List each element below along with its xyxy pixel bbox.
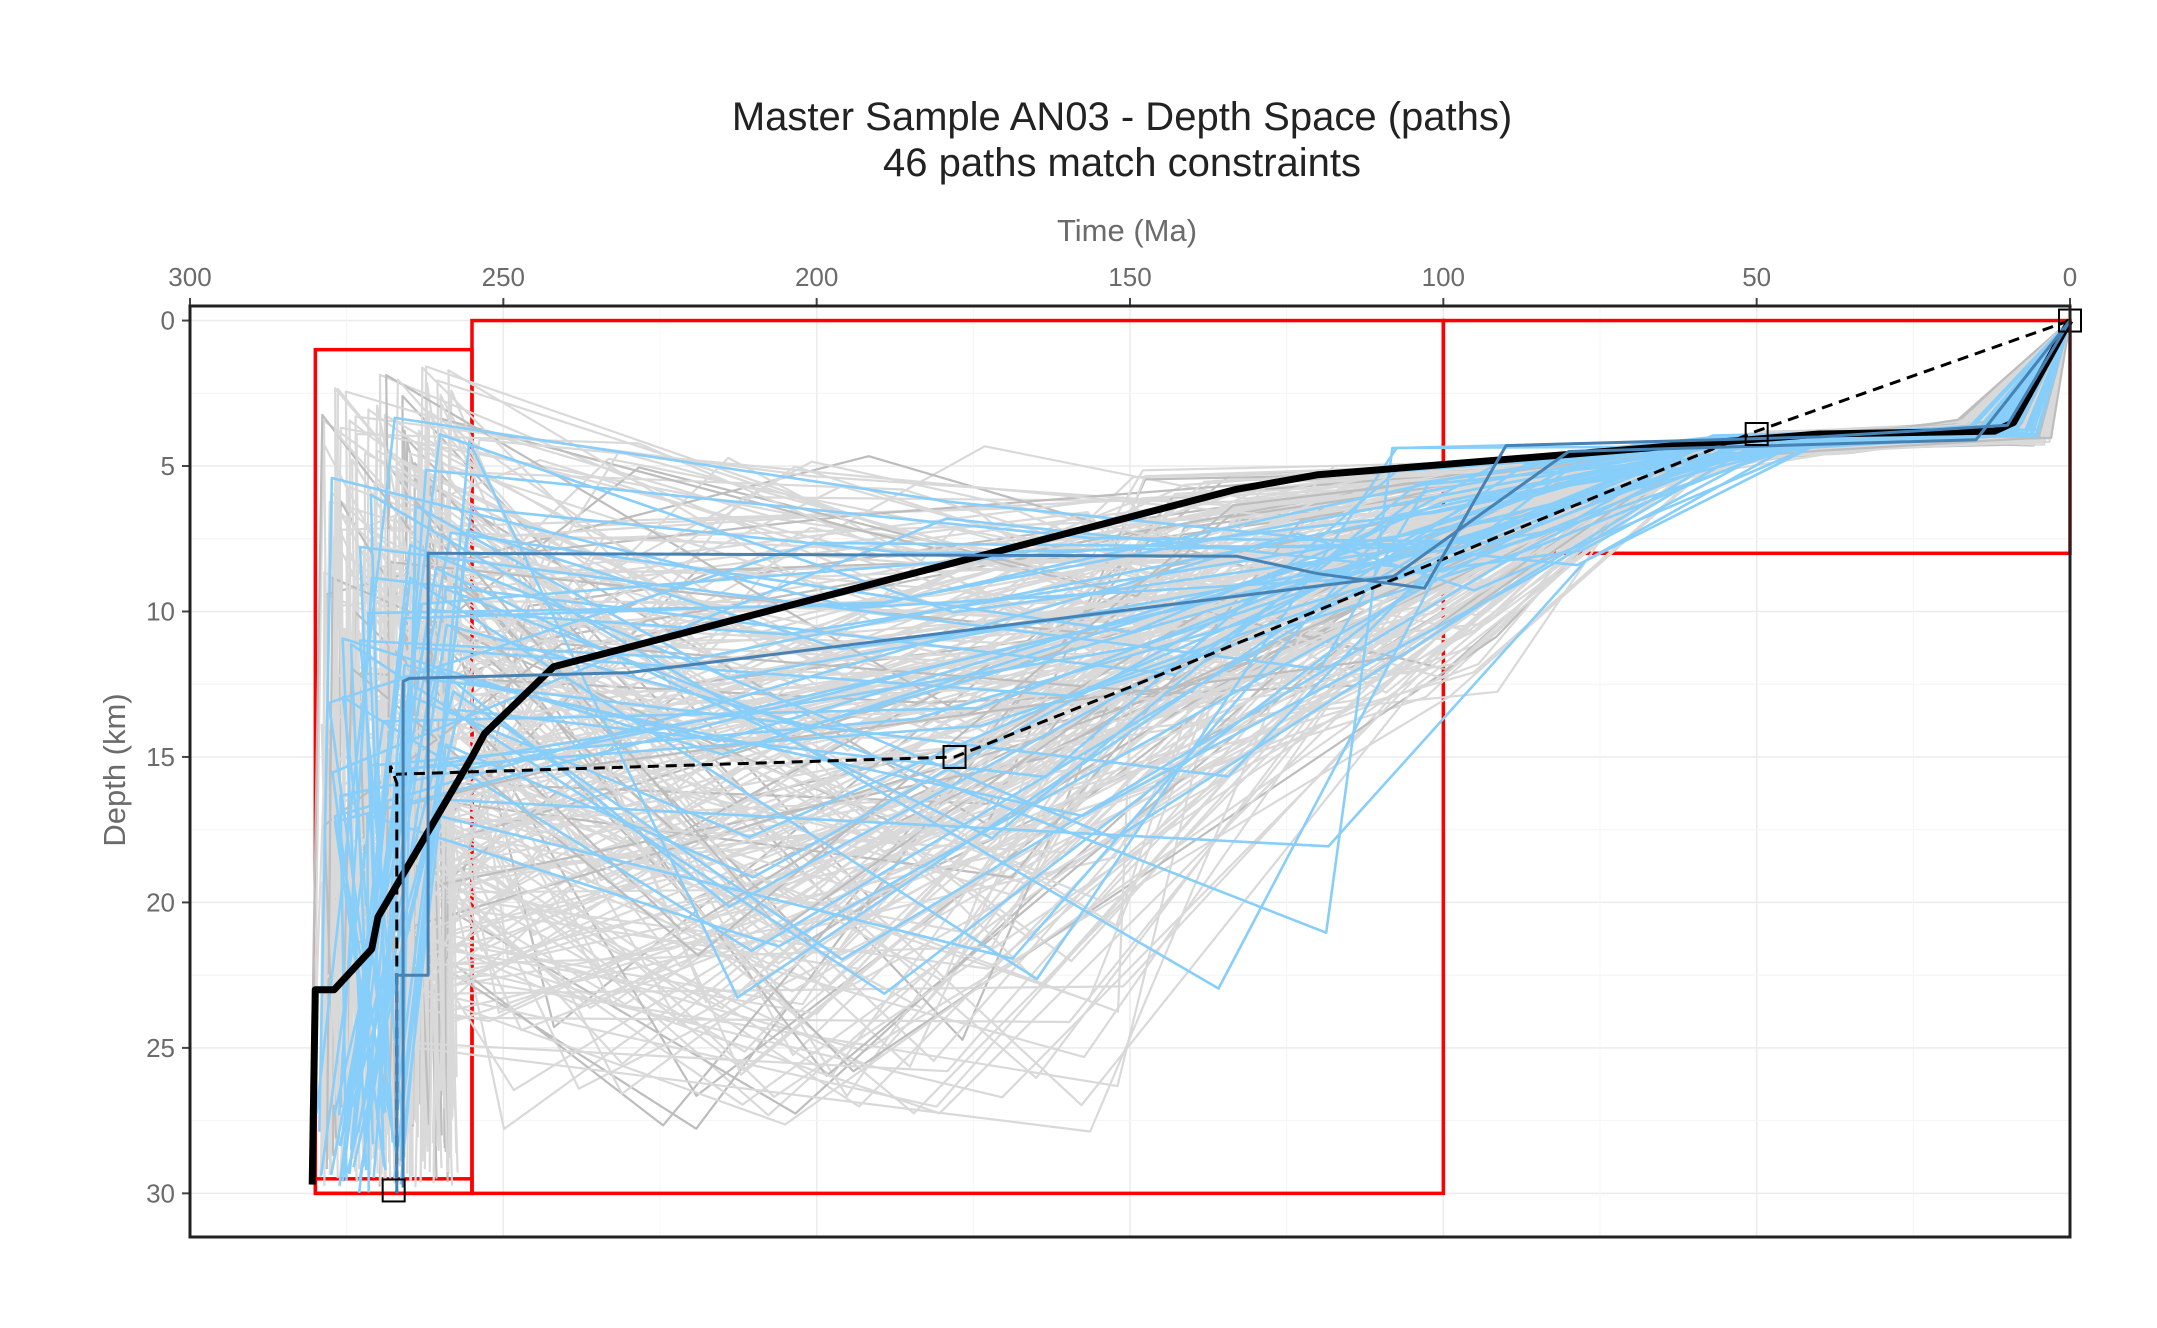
x-tick-label: 0 [2063, 262, 2077, 292]
x-tick-label: 250 [482, 262, 525, 292]
accepted-path [350, 320, 2072, 1108]
y-tick-label: 5 [161, 451, 175, 481]
y-tick-label: 10 [146, 596, 175, 626]
constraint-marker [942, 744, 967, 769]
constraint-marker [1744, 422, 1769, 447]
y-tick-label: 25 [146, 1033, 175, 1063]
rejected-path [387, 320, 2072, 1113]
axis-ticks: 300 250 200 150 100 50 0 0 5 10 15 20 25 30 [146, 262, 2077, 1208]
x-tick-label: 150 [1108, 262, 1151, 292]
y-tick-label: 30 [146, 1178, 175, 1208]
y-tick-label: 20 [146, 887, 175, 917]
y-tick-label: 0 [161, 306, 175, 336]
x-axis-title: Time (Ma) [1057, 213, 1197, 248]
accepted-path [319, 319, 2071, 1176]
chart-subtitle: 46 paths match constraints [883, 141, 1361, 185]
plot-frame [188, 304, 2072, 1239]
x-tick-label: 300 [168, 262, 211, 292]
y-tick-label: 15 [146, 742, 175, 772]
accepted-dark-path [401, 319, 2072, 1188]
x-tick-label: 100 [1422, 262, 1465, 292]
x-tick-label: 50 [1742, 262, 1771, 292]
y-axis-title: Depth (km) [97, 693, 132, 846]
weighted-mean-path [389, 319, 2071, 1194]
rejected-path [393, 320, 2072, 1184]
accepted-dark-path [395, 319, 2072, 1194]
best-fit-path [308, 318, 2074, 1185]
constraint-marker [381, 1178, 406, 1203]
accepted-path [349, 320, 2072, 1144]
summary-paths [308, 318, 2074, 1194]
x-tick-label: 200 [795, 262, 838, 292]
chart-title: Master Sample AN03 - Depth Space (paths) [732, 95, 1512, 139]
accepted-path [333, 319, 2072, 1115]
